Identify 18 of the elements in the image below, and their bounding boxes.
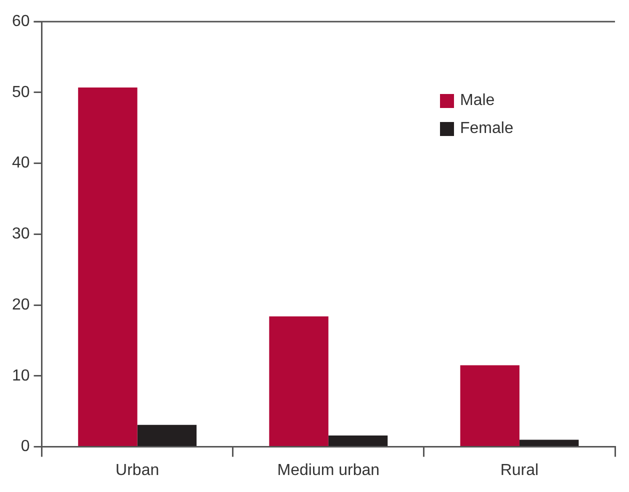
bar <box>460 365 520 446</box>
y-tick-label: 50 <box>12 84 30 101</box>
bar <box>137 424 197 446</box>
bar <box>519 440 579 446</box>
bar <box>78 88 138 446</box>
y-tick-label: 60 <box>12 13 30 30</box>
y-tick-label: 20 <box>12 296 30 314</box>
bar <box>328 435 388 446</box>
x-tick-label: Urban <box>116 462 160 479</box>
legend-label: Female <box>460 120 514 138</box>
x-tick-label: Medium urban <box>277 462 380 479</box>
y-tick-label: 10 <box>12 367 30 384</box>
y-tick-label: 0 <box>20 438 30 456</box>
legend-label: Male <box>460 92 495 110</box>
y-tick-label: 30 <box>12 226 30 243</box>
y-tick-label: 40 <box>12 154 30 172</box>
bar <box>269 316 328 446</box>
x-tick-label: Rural <box>500 462 539 479</box>
